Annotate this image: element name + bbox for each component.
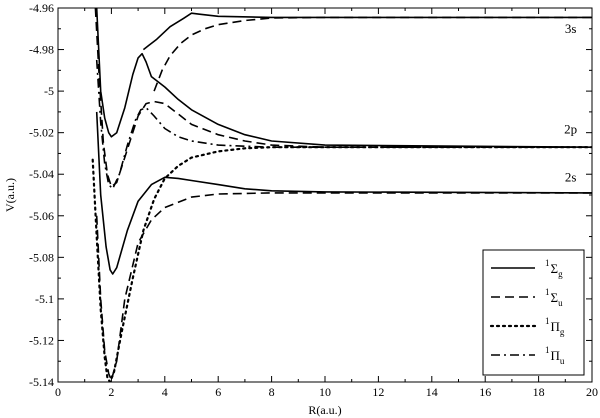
x-tick-label: 4 xyxy=(162,385,168,399)
x-tick-label: 6 xyxy=(215,385,221,399)
x-tick-label: 14 xyxy=(426,385,438,399)
x-tick-label: 12 xyxy=(372,385,384,399)
x-tick-label: 20 xyxy=(586,385,598,399)
series-group xyxy=(91,8,592,382)
y-tick-label: -4.98 xyxy=(29,43,54,57)
y-tick-label: -5 xyxy=(44,84,54,98)
series-line-dotted xyxy=(91,146,592,382)
series-line-solid xyxy=(142,12,592,51)
legend-label: 1Σg xyxy=(545,258,563,279)
series-line-dashed xyxy=(94,8,592,188)
x-tick-label: 16 xyxy=(479,385,491,399)
y-tick-label: -5.1 xyxy=(35,292,54,306)
series-line-dashdot xyxy=(95,59,592,190)
x-axis-label: R(a.u.) xyxy=(308,403,341,417)
y-tick-label: -5.14 xyxy=(29,375,54,389)
annotations-group: 3s 2p 2s xyxy=(564,21,577,185)
x-tick-label: 18 xyxy=(533,385,545,399)
y-tick-label: -5.12 xyxy=(29,333,54,347)
series-line-dashed xyxy=(95,192,592,381)
series-line-solid xyxy=(95,111,592,275)
axis-ticks: 0 2 4 6 8 10 12 14 16 18 20 -5.14 -5.12 -5.1 -5.08 -5.0… xyxy=(29,1,598,399)
legend-label: 1Πu xyxy=(545,345,565,366)
y-tick-label: -5.08 xyxy=(29,250,54,264)
x-tick-label: 2 xyxy=(108,385,114,399)
x-tick-label: 0 xyxy=(55,385,61,399)
x-tick-label: 10 xyxy=(319,385,331,399)
legend: 1Σg 1Σu 1Πg 1Πu xyxy=(482,249,585,376)
x-tick-label: 8 xyxy=(269,385,275,399)
y-tick-label: -5.04 xyxy=(29,167,54,181)
level-annotation: 2s xyxy=(565,169,577,184)
legend-label: 1Πg xyxy=(545,316,565,337)
y-tick-label: -4.96 xyxy=(29,1,54,15)
legend-label: 1Σu xyxy=(545,287,563,308)
series-line-dashed xyxy=(153,16,592,92)
y-axis-label: V(a.u.) xyxy=(3,178,17,212)
legend-box xyxy=(482,249,585,376)
level-annotation: 3s xyxy=(565,21,577,36)
series-line-solid xyxy=(95,8,592,148)
level-annotation: 2p xyxy=(564,122,577,137)
y-tick-label: -5.02 xyxy=(29,126,54,140)
y-tick-label: -5.06 xyxy=(29,209,54,223)
